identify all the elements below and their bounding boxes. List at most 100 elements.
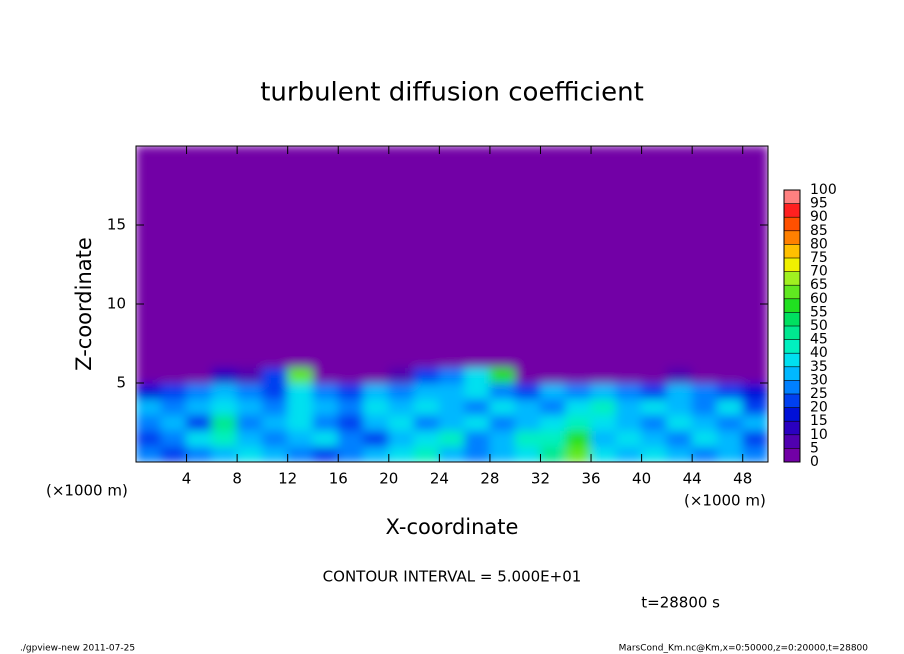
cell — [666, 382, 693, 400]
cell — [438, 414, 466, 431]
cell — [186, 414, 213, 431]
colorbar-label: 10 — [810, 427, 828, 443]
colorbar-swatch — [784, 353, 800, 367]
colorbar-label: 95 — [810, 196, 828, 212]
cell — [742, 366, 768, 384]
cell — [666, 366, 693, 384]
cell — [261, 366, 289, 384]
cell — [186, 445, 213, 462]
cell — [337, 429, 365, 447]
cell — [136, 398, 162, 416]
cell — [363, 414, 390, 431]
colorbar-label: 20 — [810, 400, 828, 416]
cell — [716, 366, 744, 384]
colorbar-swatch — [784, 366, 800, 381]
cell — [539, 445, 567, 462]
cell — [641, 398, 668, 416]
cell — [287, 414, 314, 431]
cell — [464, 146, 491, 368]
cell — [236, 429, 263, 447]
x-tick-label: 20 — [379, 470, 398, 488]
colorbar-label: 5 — [810, 440, 819, 456]
cell — [691, 382, 718, 400]
colorbar-swatch — [784, 217, 800, 231]
cell — [716, 414, 744, 431]
cell — [160, 146, 188, 368]
cell — [641, 445, 668, 462]
cell — [211, 382, 238, 400]
cell — [565, 382, 592, 400]
cell — [236, 366, 263, 384]
cell — [590, 382, 617, 400]
cell — [312, 398, 339, 416]
cell — [287, 429, 314, 447]
cell — [464, 366, 491, 384]
colorbar-label: 55 — [810, 304, 828, 320]
x-tick-label: 28 — [480, 470, 499, 488]
cell — [413, 366, 440, 384]
cell — [565, 398, 592, 416]
cell — [539, 414, 567, 431]
cell — [615, 382, 643, 400]
x-tick-label: 8 — [232, 470, 242, 488]
cell — [388, 414, 415, 431]
cell — [641, 366, 668, 384]
cell — [186, 146, 213, 368]
cell — [236, 146, 263, 368]
cell — [590, 366, 617, 384]
cell — [716, 429, 744, 447]
cell — [261, 429, 289, 447]
cell — [312, 146, 339, 368]
cell — [565, 445, 592, 462]
x-tick-label: 4 — [182, 470, 192, 488]
cell — [438, 146, 466, 368]
cell — [337, 445, 365, 462]
cell — [514, 366, 541, 384]
colorbar-swatch — [784, 230, 800, 245]
cell — [413, 146, 440, 368]
cell — [337, 414, 365, 431]
cell — [641, 382, 668, 400]
cell — [438, 382, 466, 400]
colorbar-label: 90 — [810, 209, 828, 225]
colorbar-label: 65 — [810, 277, 828, 293]
cell — [337, 366, 365, 384]
colorbar-swatch — [784, 244, 800, 258]
cell — [413, 414, 440, 431]
cell — [438, 445, 466, 462]
cell — [236, 414, 263, 431]
colorbar-swatch — [784, 421, 800, 435]
cell — [666, 414, 693, 431]
cell — [211, 429, 238, 447]
colorbar-label: 35 — [810, 359, 828, 375]
cell — [489, 445, 516, 462]
cell — [388, 366, 415, 384]
cell — [337, 382, 365, 400]
x-tick-label: 40 — [632, 470, 651, 488]
cell — [186, 429, 213, 447]
cell — [716, 146, 744, 368]
cell — [337, 146, 365, 368]
x-tick-label: 12 — [278, 470, 297, 488]
cell — [489, 414, 516, 431]
cell — [261, 382, 289, 400]
cell — [136, 382, 162, 400]
cell — [160, 366, 188, 384]
cell — [312, 429, 339, 447]
cell — [388, 382, 415, 400]
cell — [337, 398, 365, 416]
colorbar-swatch — [784, 285, 800, 299]
cell — [691, 146, 718, 368]
cell — [363, 146, 390, 368]
cell — [136, 429, 162, 447]
x-tick-label: 44 — [683, 470, 702, 488]
cell — [742, 398, 768, 416]
cell — [615, 445, 643, 462]
colorbar-swatch — [784, 434, 800, 449]
colorbar-swatch — [784, 271, 800, 286]
cell — [615, 366, 643, 384]
cell — [136, 445, 162, 462]
colorbar-swatch — [784, 190, 800, 204]
cell — [539, 146, 567, 368]
cell — [236, 398, 263, 416]
